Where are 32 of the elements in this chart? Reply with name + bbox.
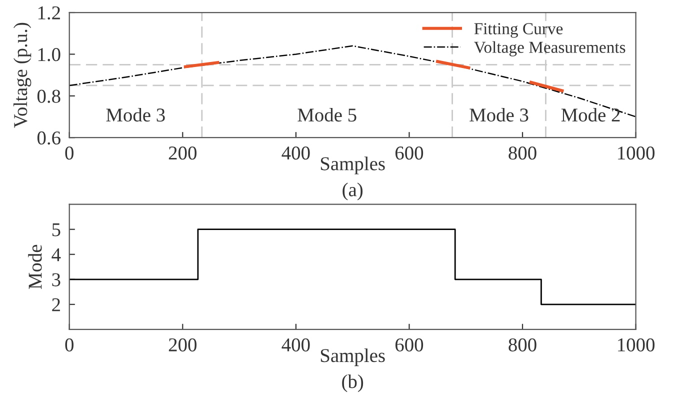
x-tick-label: 200 xyxy=(168,338,196,352)
x-tick-label: 800 xyxy=(508,146,536,160)
x-tick-label: 800 xyxy=(508,338,536,352)
y-tick-label: 1.2 xyxy=(38,6,60,20)
x-tick-label: 400 xyxy=(282,338,310,352)
y-tick-label: 4 xyxy=(52,248,61,262)
x-tick-label: 0 xyxy=(65,338,74,352)
annotation: Mode 3 xyxy=(470,108,528,122)
x-tick-label: 200 xyxy=(168,146,196,160)
y-tick-label: 2 xyxy=(52,298,60,312)
y-tick-label: 3 xyxy=(52,273,60,286)
y-axis-title: Mode xyxy=(28,244,42,290)
text: (a) xyxy=(342,182,363,200)
y-tick-label: 1.0 xyxy=(38,48,60,62)
x-tick-label: 600 xyxy=(395,146,424,160)
x-tick-label: 1000 xyxy=(618,338,655,352)
y-tick-label: 0.6 xyxy=(37,131,60,145)
y-tick-label: 5 xyxy=(52,223,60,236)
x-axis-title: Samples xyxy=(320,348,385,366)
y-axis-title: Voltage (p.u.) xyxy=(13,22,32,128)
x-tick-label: 0 xyxy=(65,146,74,160)
legend-label: Fitting Curve xyxy=(474,23,563,38)
annotation: Mode 3 xyxy=(106,108,165,122)
x-tick-label: 1000 xyxy=(618,146,655,160)
annotation: Mode 2 xyxy=(561,108,620,122)
annotation: Mode 5 xyxy=(298,108,356,122)
x-tick-label: 400 xyxy=(282,146,310,160)
text: (b) xyxy=(342,374,364,392)
y-tick-label: 0.8 xyxy=(37,90,60,103)
x-tick-label: 600 xyxy=(395,338,424,352)
x-axis-title: Samples xyxy=(320,156,385,174)
legend-label: Voltage Measurements xyxy=(474,41,626,56)
